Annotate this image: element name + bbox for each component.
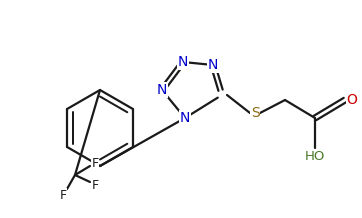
Text: F: F	[92, 179, 98, 191]
Text: F: F	[92, 157, 98, 170]
Text: N: N	[178, 55, 188, 69]
Text: F: F	[59, 189, 67, 201]
Text: N: N	[180, 111, 190, 125]
Text: HO: HO	[305, 150, 325, 162]
Text: O: O	[346, 93, 357, 107]
Text: N: N	[157, 83, 167, 97]
Text: N: N	[208, 58, 218, 72]
Text: S: S	[251, 106, 260, 120]
